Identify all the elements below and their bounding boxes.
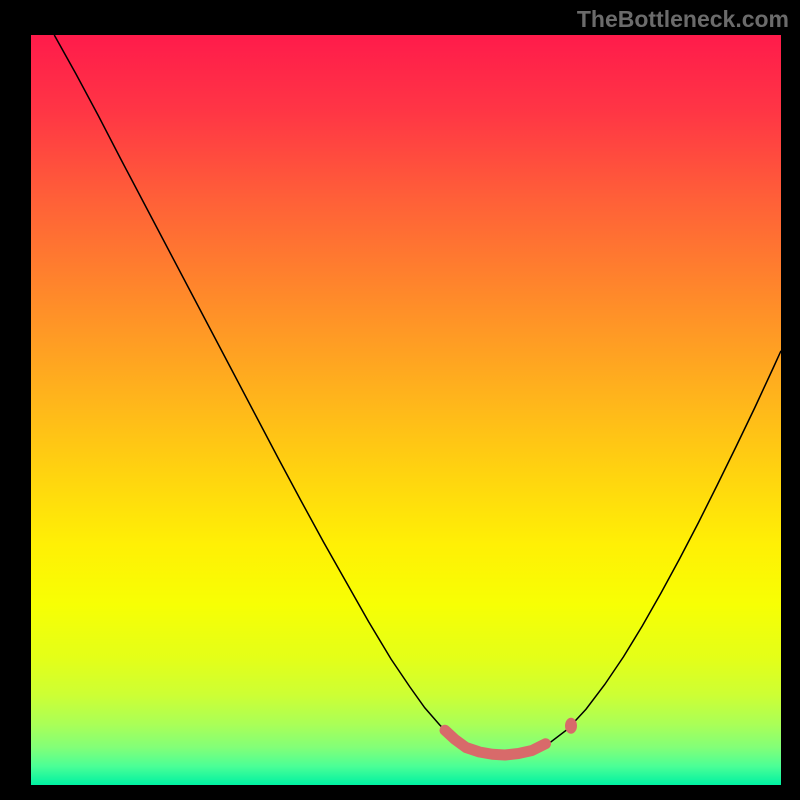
optimal-point-dot [565,718,577,734]
watermark-text: TheBottleneck.com [577,6,789,33]
plot-background [31,35,781,785]
chart-canvas: TheBottleneck.com [0,0,800,800]
bottleneck-curve-plot [0,0,800,800]
